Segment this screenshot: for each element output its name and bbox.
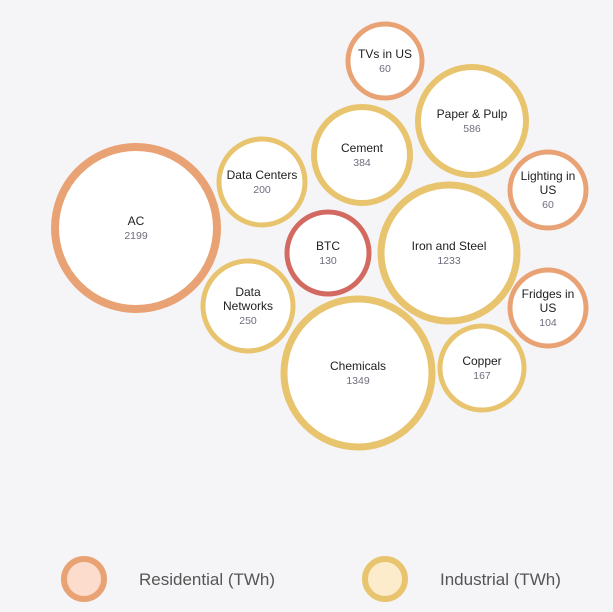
bubble-label-cement: Cement xyxy=(341,141,384,155)
bubble-data-centers: Data Centers 200 xyxy=(216,136,308,228)
bubble-circle-data-centers xyxy=(216,136,308,228)
bubble-circle-copper xyxy=(437,323,527,413)
bubbles-layer: AC 2199 TVs in US 60 Paper & Pulp 586 Cement 38… xyxy=(51,21,589,451)
bubble-label-chemicals: Chemicals xyxy=(330,359,386,373)
bubble-circle-data-networks xyxy=(200,258,296,354)
bubble-value-fridges-in-us: 104 xyxy=(539,317,557,329)
bubble-value-data-networks: 250 xyxy=(239,315,257,327)
legend-swatch-industrial xyxy=(362,556,408,602)
bubble-circle-btc xyxy=(284,209,372,297)
legend-swatch-residential xyxy=(61,556,107,602)
bubble-circle-paper-and-pulp xyxy=(415,64,529,178)
bubble-label-paper-and-pulp: Paper & Pulp xyxy=(437,107,508,121)
bubble-label-tvs-in-us: TVs in US xyxy=(358,47,412,61)
bubble-label-lighting-in-us-line-1: Lighting in xyxy=(521,169,576,183)
bubble-label-data-networks-line-2: Networks xyxy=(223,299,273,313)
bubble-circle-chemicals xyxy=(280,295,436,451)
bubble-label-iron-and-steel: Iron and Steel xyxy=(412,239,487,253)
legend-label-residential: Residential (TWh) xyxy=(139,570,275,589)
bubble-circle-fridges-in-us xyxy=(507,267,589,349)
bubble-label-fridges-in-us-line-1: Fridges in xyxy=(522,287,575,301)
bubble-value-iron-and-steel: 1233 xyxy=(437,255,461,267)
bubble-circle-lighting-in-us xyxy=(507,149,589,231)
bubble-cement: Cement 384 xyxy=(311,104,413,206)
legend-label-industrial: Industrial (TWh) xyxy=(440,570,561,589)
bubble-label-data-centers: Data Centers xyxy=(227,168,298,182)
bubble-value-copper: 167 xyxy=(473,370,491,382)
bubble-circle-iron-and-steel xyxy=(377,181,521,325)
bubble-ac: AC 2199 xyxy=(51,143,221,313)
bubble-value-tvs-in-us: 60 xyxy=(379,63,391,75)
bubble-circle-ac xyxy=(51,143,221,313)
bubble-btc: BTC 130 xyxy=(284,209,372,297)
bubble-iron-and-steel: Iron and Steel 1233 xyxy=(377,181,521,325)
bubble-label-data-networks-line-1: Data xyxy=(235,285,261,299)
bubble-label-copper: Copper xyxy=(462,354,501,368)
bubble-label-ac: AC xyxy=(128,214,145,228)
bubble-label-fridges-in-us-line-2: US xyxy=(540,301,557,315)
bubble-tvs-in-us: TVs in US 60 xyxy=(345,21,425,101)
bubble-value-data-centers: 200 xyxy=(253,184,271,196)
bubble-circle-cement xyxy=(311,104,413,206)
bubble-value-lighting-in-us: 60 xyxy=(542,199,554,211)
bubble-paper-and-pulp: Paper & Pulp 586 xyxy=(415,64,529,178)
bubble-circle-tvs-in-us xyxy=(345,21,425,101)
legend-item-residential: Residential (TWh) xyxy=(61,556,275,602)
bubble-value-cement: 384 xyxy=(353,157,371,169)
bubble-value-ac: 2199 xyxy=(124,230,148,242)
bubble-value-btc: 130 xyxy=(319,255,337,267)
bubble-label-btc: BTC xyxy=(316,239,340,253)
bubble-copper: Copper 167 xyxy=(437,323,527,413)
bubble-value-paper-and-pulp: 586 xyxy=(463,123,481,135)
legend: Residential (TWh) Industrial (TWh) xyxy=(61,556,561,602)
bubble-chemicals: Chemicals 1349 xyxy=(280,295,436,451)
bubble-label-lighting-in-us-line-2: US xyxy=(540,183,557,197)
bubble-value-chemicals: 1349 xyxy=(346,375,370,387)
legend-item-industrial: Industrial (TWh) xyxy=(362,556,561,602)
